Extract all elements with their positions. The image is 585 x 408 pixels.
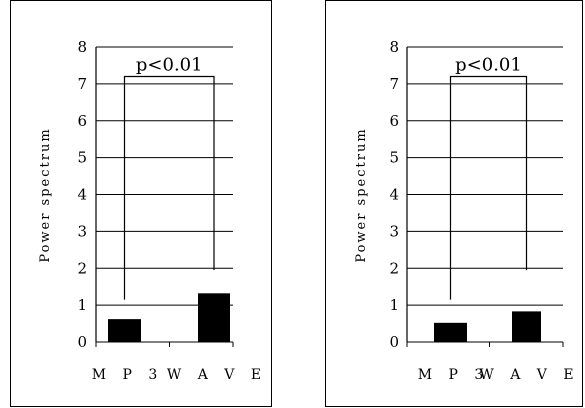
x-category-label: W A V E xyxy=(479,367,579,383)
chart-right: 0 1 2 3 4 5 6 7 8 Power spectrum M P 3W A V E p<0.0… xyxy=(354,38,579,383)
y-tick-label: 1 xyxy=(389,296,399,314)
significance-label: p<0.01 xyxy=(136,55,203,76)
y-tick-label: 6 xyxy=(77,112,87,130)
y-axis-label: Power spectrum xyxy=(354,127,369,262)
bar-mp3 xyxy=(108,319,141,342)
y-tick-label: 4 xyxy=(77,186,87,204)
y-tick-label: 8 xyxy=(77,38,87,56)
y-tick-label: 8 xyxy=(389,38,399,56)
y-tick-label: 7 xyxy=(77,75,87,93)
y-tick-label: 5 xyxy=(389,149,399,167)
y-axis-label: Power spectrum xyxy=(38,127,53,262)
y-tick-label: 1 xyxy=(77,296,87,314)
y-tick-label: 3 xyxy=(77,222,87,240)
y-tick-label: 0 xyxy=(77,333,87,351)
bar-wave xyxy=(512,311,541,342)
y-tick-label: 0 xyxy=(389,333,399,351)
x-category-label: W A V E xyxy=(167,367,267,383)
y-tick-label: 3 xyxy=(389,222,399,240)
y-tick-label: 2 xyxy=(77,259,87,277)
significance-label: p<0.01 xyxy=(455,55,522,76)
y-tick-label: 7 xyxy=(389,75,399,93)
y-tick-label: 2 xyxy=(389,259,399,277)
x-category-label: M P 3 xyxy=(418,367,490,383)
significance-bracket xyxy=(449,75,528,300)
significance-bracket xyxy=(123,75,215,300)
x-category-label: M P 3 xyxy=(92,367,164,383)
bar-wave xyxy=(198,293,230,342)
bar-mp3 xyxy=(434,322,467,342)
y-tick-label: 6 xyxy=(389,112,399,130)
y-tick-label: 5 xyxy=(77,149,87,167)
y-tick-label: 4 xyxy=(389,186,399,204)
